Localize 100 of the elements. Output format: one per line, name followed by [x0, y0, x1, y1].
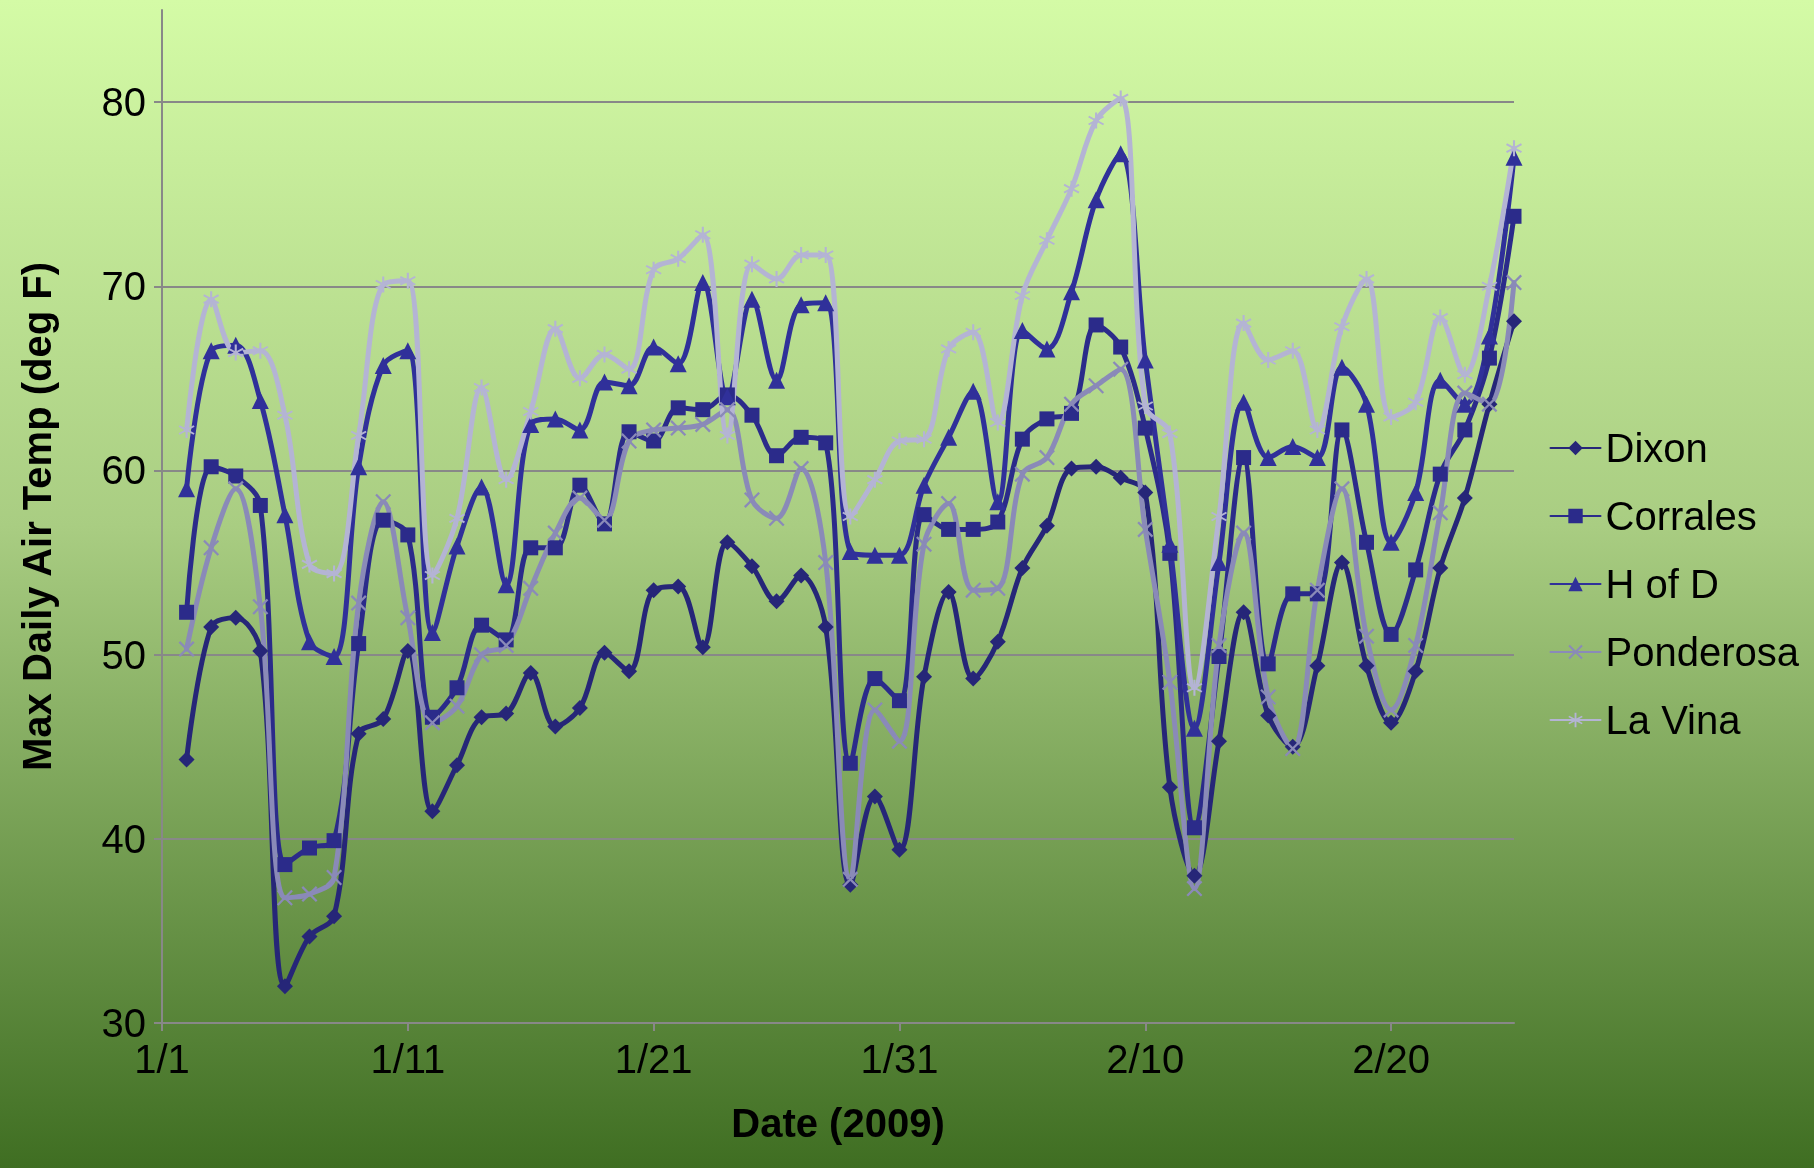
point [719, 427, 736, 444]
point [1456, 395, 1474, 413]
point [1259, 449, 1277, 467]
y-tick-label: 40 [101, 816, 146, 861]
point [1137, 397, 1154, 414]
point [1186, 820, 1202, 836]
point [1383, 626, 1399, 642]
point [1284, 342, 1301, 359]
point [940, 428, 958, 446]
y-axis-title: Max Daily Air Temp (deg F) [15, 262, 59, 771]
point [1038, 449, 1055, 466]
point [276, 889, 293, 906]
point [1161, 779, 1178, 796]
point [842, 755, 858, 771]
point [1088, 317, 1104, 333]
point [1186, 679, 1203, 696]
point [1506, 208, 1522, 224]
point [890, 546, 908, 564]
x-axis-title: Date (2009) [731, 1101, 945, 1145]
point [768, 371, 786, 389]
point [375, 711, 392, 728]
point [1480, 327, 1498, 345]
point [817, 246, 834, 263]
point [326, 565, 343, 582]
point [669, 355, 687, 373]
point [202, 342, 220, 360]
point [768, 593, 785, 610]
point [1014, 560, 1031, 577]
point [1407, 394, 1424, 411]
point [1333, 554, 1350, 571]
point [1308, 449, 1326, 467]
point [276, 506, 294, 524]
point [818, 435, 834, 451]
legend-label: H of D [1605, 562, 1719, 606]
point [1333, 318, 1350, 335]
point [1235, 315, 1252, 332]
point [792, 296, 810, 314]
point [1481, 350, 1497, 366]
point [301, 886, 318, 903]
point [301, 840, 317, 856]
legend-label: La Vina [1605, 698, 1742, 742]
point [252, 497, 268, 513]
point [1358, 628, 1375, 645]
point [768, 270, 785, 287]
y-tick-label: 80 [101, 80, 146, 125]
point [424, 567, 441, 584]
point [1285, 586, 1301, 602]
point [448, 537, 466, 555]
point [841, 542, 859, 560]
point [1407, 663, 1424, 680]
point [227, 609, 244, 626]
point [301, 556, 318, 573]
point [448, 698, 465, 715]
point [1039, 411, 1055, 427]
point [1333, 480, 1350, 497]
point [670, 400, 686, 416]
point [1358, 657, 1375, 674]
y-tick-label: 50 [101, 632, 146, 677]
point [277, 857, 293, 873]
point [990, 514, 1006, 530]
point [350, 595, 367, 612]
point [621, 663, 638, 680]
point [351, 636, 367, 652]
point [940, 340, 957, 357]
x-tick-label: 2/20 [1352, 1037, 1431, 1081]
point [1137, 521, 1154, 538]
point [743, 558, 760, 575]
point [522, 580, 539, 597]
point [1014, 287, 1031, 304]
point [1210, 554, 1228, 572]
point [1260, 689, 1277, 705]
point [1038, 340, 1056, 358]
point [694, 226, 711, 243]
point [203, 539, 220, 556]
point [276, 407, 293, 424]
point [252, 642, 269, 659]
point [448, 510, 465, 527]
point [793, 429, 809, 445]
point [203, 291, 220, 308]
point [670, 578, 687, 595]
point [1161, 674, 1178, 691]
point [325, 647, 343, 665]
point [621, 361, 638, 378]
x-tick-label: 2/10 [1106, 1037, 1185, 1081]
point [1456, 385, 1473, 402]
point [1235, 393, 1253, 411]
point [1284, 438, 1302, 456]
point [694, 639, 711, 656]
point [399, 642, 416, 659]
point [1112, 90, 1129, 107]
point [1432, 309, 1449, 326]
point [916, 507, 932, 523]
y-tick-label: 70 [101, 264, 146, 309]
point [203, 459, 219, 475]
point [1432, 466, 1448, 482]
x-tick-label: 1/11 [370, 1037, 446, 1081]
point [989, 493, 1007, 511]
point [1481, 278, 1498, 295]
legend-label: Ponderosa [1605, 630, 1800, 674]
point [497, 576, 515, 594]
